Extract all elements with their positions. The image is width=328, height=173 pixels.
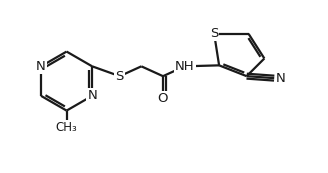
Text: S: S [210, 27, 218, 40]
Text: NH: NH [175, 60, 195, 73]
Text: CH₃: CH₃ [56, 121, 77, 134]
Text: N: N [276, 72, 286, 85]
Text: S: S [115, 70, 124, 83]
Text: O: O [158, 92, 168, 105]
Text: N: N [36, 60, 46, 73]
Text: N: N [87, 89, 97, 102]
